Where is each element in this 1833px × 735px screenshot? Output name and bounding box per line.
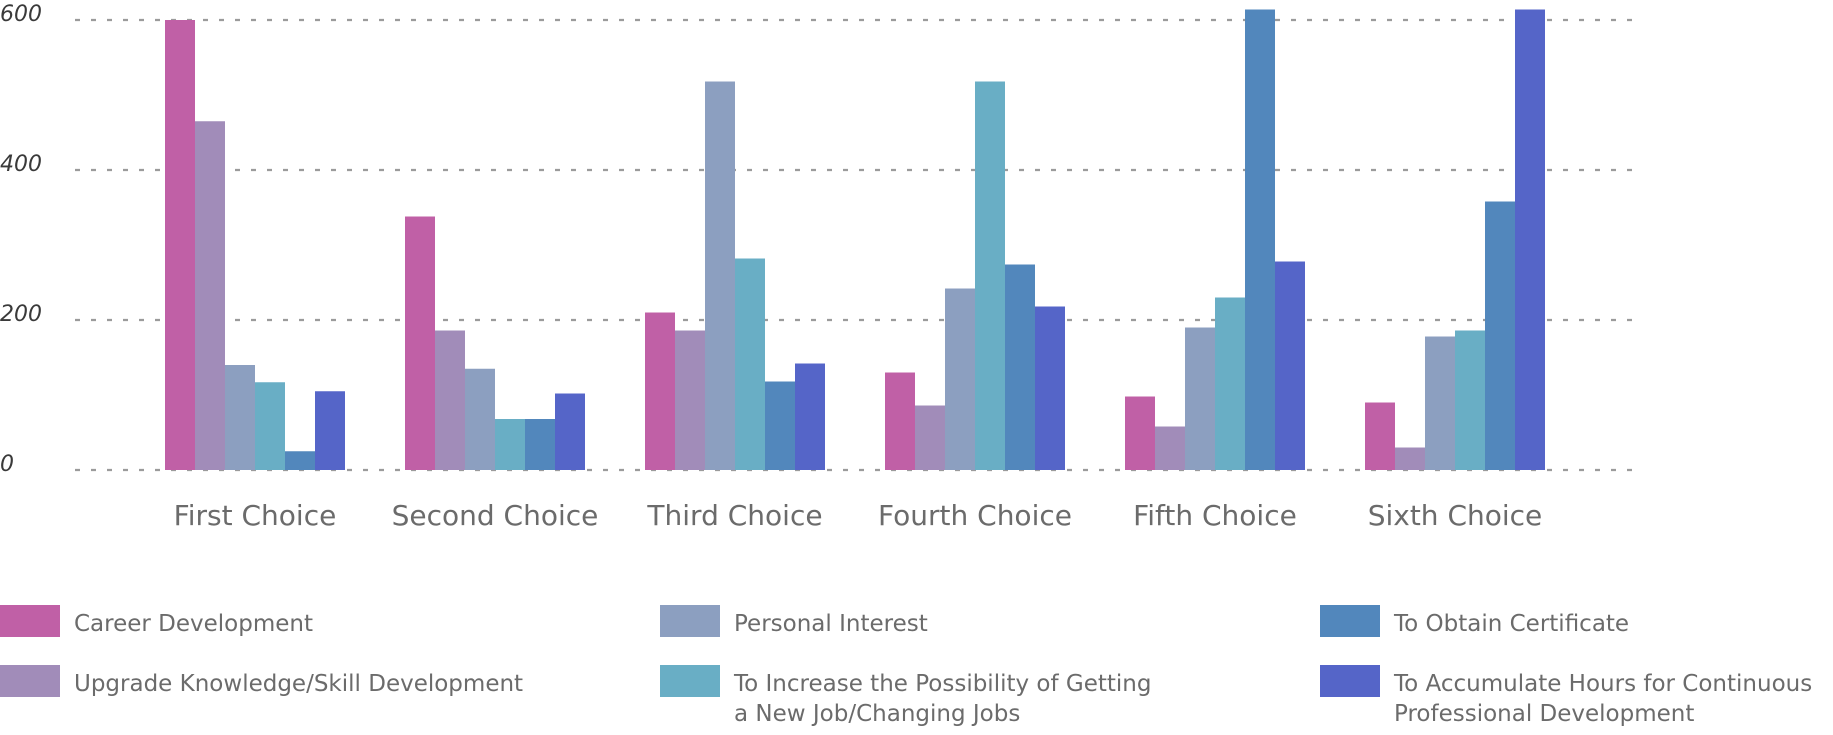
legend-swatch [0, 605, 60, 637]
bar [405, 216, 435, 470]
legend-swatch [0, 665, 60, 697]
bar [1455, 330, 1485, 470]
bar [885, 372, 915, 470]
x-category-label: Fourth Choice [878, 499, 1072, 532]
bar [1155, 426, 1185, 470]
bar [495, 419, 525, 470]
bar [1365, 402, 1395, 470]
bar [555, 393, 585, 470]
x-category-label: Sixth Choice [1368, 499, 1543, 532]
bar [915, 405, 945, 470]
legend-label: Upgrade Knowledge/Skill Development [74, 671, 523, 697]
x-category-label: First Choice [174, 499, 337, 532]
bar [675, 330, 705, 470]
bar [1035, 306, 1065, 470]
bar [705, 81, 735, 470]
bars [165, 9, 1545, 470]
legend-label: To Accumulate Hours for Continuous Profes… [1393, 671, 1812, 727]
bar [645, 312, 675, 470]
bar [1425, 336, 1455, 470]
bar [1515, 9, 1545, 470]
x-category-label: Second Choice [392, 499, 599, 532]
gridlines [75, 18, 1640, 472]
bar [255, 382, 285, 470]
bar [1395, 447, 1425, 470]
bar [225, 365, 255, 470]
bar [1185, 327, 1215, 470]
bar [315, 391, 345, 470]
y-tick-label: 0 [0, 452, 14, 477]
bar [735, 258, 765, 470]
y-tick-label: 400 [0, 152, 42, 177]
y-axis-ticks: 0 200 400 600 [0, 2, 42, 477]
bar [975, 81, 1005, 470]
bar [435, 330, 465, 470]
x-category-label: Third Choice [646, 499, 822, 532]
legend: Career Development Upgrade Knowledge/Skil… [0, 605, 1812, 727]
bar [465, 368, 495, 470]
bar [285, 451, 315, 470]
legend-swatch [1320, 605, 1380, 637]
y-tick-label: 600 [0, 2, 42, 27]
legend-label: To Increase the Possibility of Getting a … [733, 671, 1151, 727]
bar [1215, 297, 1245, 470]
bar [1485, 201, 1515, 470]
x-category-label: Fifth Choice [1133, 499, 1297, 532]
legend-label: Career Development [74, 611, 313, 637]
bar [1005, 264, 1035, 470]
legend-swatch [660, 605, 720, 637]
bar [525, 419, 555, 470]
bar [1245, 9, 1275, 470]
bar [795, 363, 825, 470]
bar [165, 20, 195, 470]
legend-swatch [660, 665, 720, 697]
legend-label: Personal Interest [734, 611, 928, 637]
bar [945, 288, 975, 470]
bar [195, 121, 225, 470]
legend-label: To Obtain Certificate [1393, 611, 1629, 637]
legend-swatch [1320, 665, 1380, 697]
bar [1275, 261, 1305, 470]
bar [765, 381, 795, 470]
y-tick-label: 200 [0, 302, 42, 327]
bar [1125, 396, 1155, 470]
x-axis-categories: First Choice Second Choice Third Choice Fou… [174, 499, 1543, 532]
